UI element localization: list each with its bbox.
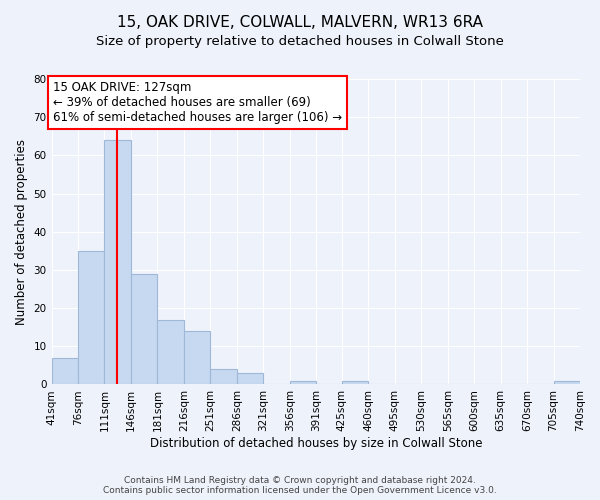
Bar	[52, 358, 78, 384]
X-axis label: Distribution of detached houses by size in Colwall Stone: Distribution of detached houses by size …	[149, 437, 482, 450]
Bar	[211, 369, 237, 384]
Text: 15, OAK DRIVE, COLWALL, MALVERN, WR13 6RA: 15, OAK DRIVE, COLWALL, MALVERN, WR13 6R…	[117, 15, 483, 30]
Bar	[78, 251, 104, 384]
Bar	[237, 373, 263, 384]
Bar	[342, 380, 368, 384]
Bar	[290, 380, 316, 384]
Bar	[131, 274, 157, 384]
Text: Contains HM Land Registry data © Crown copyright and database right 2024.
Contai: Contains HM Land Registry data © Crown c…	[103, 476, 497, 495]
Bar	[104, 140, 131, 384]
Y-axis label: Number of detached properties: Number of detached properties	[15, 138, 28, 324]
Bar	[157, 320, 184, 384]
Bar	[184, 331, 211, 384]
Text: Size of property relative to detached houses in Colwall Stone: Size of property relative to detached ho…	[96, 35, 504, 48]
Bar	[554, 380, 580, 384]
Text: 15 OAK DRIVE: 127sqm
← 39% of detached houses are smaller (69)
61% of semi-detac: 15 OAK DRIVE: 127sqm ← 39% of detached h…	[53, 81, 342, 124]
